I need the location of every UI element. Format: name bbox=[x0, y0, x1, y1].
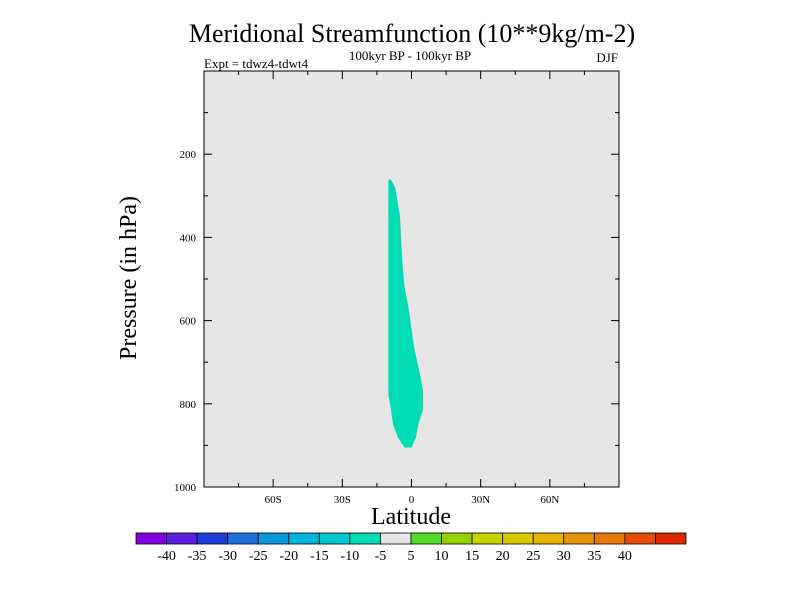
x-tick-label: 60S bbox=[265, 494, 282, 506]
colorbar-box-5 bbox=[288, 532, 320, 545]
filled-contour-regions bbox=[388, 179, 423, 448]
experiment-label: Expt = tdwz4-tdwt4 bbox=[204, 56, 309, 71]
colorbar-label: -20 bbox=[279, 549, 298, 564]
colorbar-label: -30 bbox=[218, 549, 237, 564]
colorbar-label: -10 bbox=[341, 549, 360, 564]
colorbar-label: 5 bbox=[408, 549, 415, 564]
colorbar-label: -25 bbox=[249, 549, 268, 564]
colorbar-box-8 bbox=[380, 532, 412, 545]
colorbar-box-1 bbox=[166, 532, 198, 545]
colorbar-box-16 bbox=[624, 532, 656, 545]
colorbar-label: 25 bbox=[526, 549, 540, 564]
x-tick-label: 30N bbox=[471, 494, 490, 506]
y-tick-label: 1000 bbox=[174, 482, 197, 494]
chart-subtitle: 100kyr BP - 100kyr BP bbox=[349, 48, 471, 63]
y-tick-label: 600 bbox=[180, 316, 197, 328]
colorbar-label: -5 bbox=[375, 549, 387, 564]
colorbar-label: -35 bbox=[188, 549, 207, 564]
colorbar-box-11 bbox=[471, 532, 504, 545]
colorbar-label: 15 bbox=[465, 549, 479, 564]
colorbar-label: -40 bbox=[157, 549, 176, 564]
contour-region-0 bbox=[388, 179, 423, 448]
colorbar-label: 40 bbox=[618, 549, 632, 564]
colorbar-label: 30 bbox=[557, 549, 571, 564]
y-tick-label: 800 bbox=[180, 399, 197, 411]
colorbar-box-2 bbox=[196, 532, 229, 545]
colorbar-label: 10 bbox=[435, 549, 449, 564]
colorbar-box-10 bbox=[441, 532, 473, 545]
colorbar-box-13 bbox=[532, 532, 565, 545]
colorbar-label: -15 bbox=[310, 549, 329, 564]
colorbar: -40 -35 -30 -25 -20 -15 -10 -5 5 10 15 20 25 30 35 40 bbox=[135, 532, 687, 564]
colorbar-box-12 bbox=[502, 532, 534, 545]
colorbar-box-9 bbox=[410, 532, 442, 545]
colorbar-box-7 bbox=[349, 532, 381, 545]
colorbar-box-4 bbox=[257, 532, 290, 545]
colorbar-box-3 bbox=[227, 532, 259, 545]
colorbar-label: 20 bbox=[496, 549, 510, 564]
colorbar-box-6 bbox=[318, 532, 351, 545]
y-axis-label: Pressure (in hPa) bbox=[116, 196, 142, 360]
x-tick-label: 0 bbox=[409, 494, 415, 506]
colorbar-label: 35 bbox=[587, 549, 601, 564]
axis-ticks: 60S 30S 0 30N 60N 200 400 600 800 1000 bbox=[174, 71, 619, 506]
x-tick-label: 30S bbox=[334, 494, 351, 506]
y-tick-label: 400 bbox=[180, 232, 197, 244]
y-tick-label: 200 bbox=[180, 149, 197, 161]
chart-title: Meridional Streamfunction (10**9kg/m-2) bbox=[189, 19, 635, 48]
colorbar-box-17 bbox=[655, 532, 687, 545]
season-label: DJF bbox=[596, 50, 618, 65]
colorbar-box-15 bbox=[593, 532, 626, 545]
x-tick-label: 60N bbox=[540, 494, 559, 506]
colorbar-box-14 bbox=[563, 532, 595, 545]
x-axis-label: Latitude bbox=[371, 504, 451, 530]
colorbar-box-0 bbox=[135, 532, 167, 545]
